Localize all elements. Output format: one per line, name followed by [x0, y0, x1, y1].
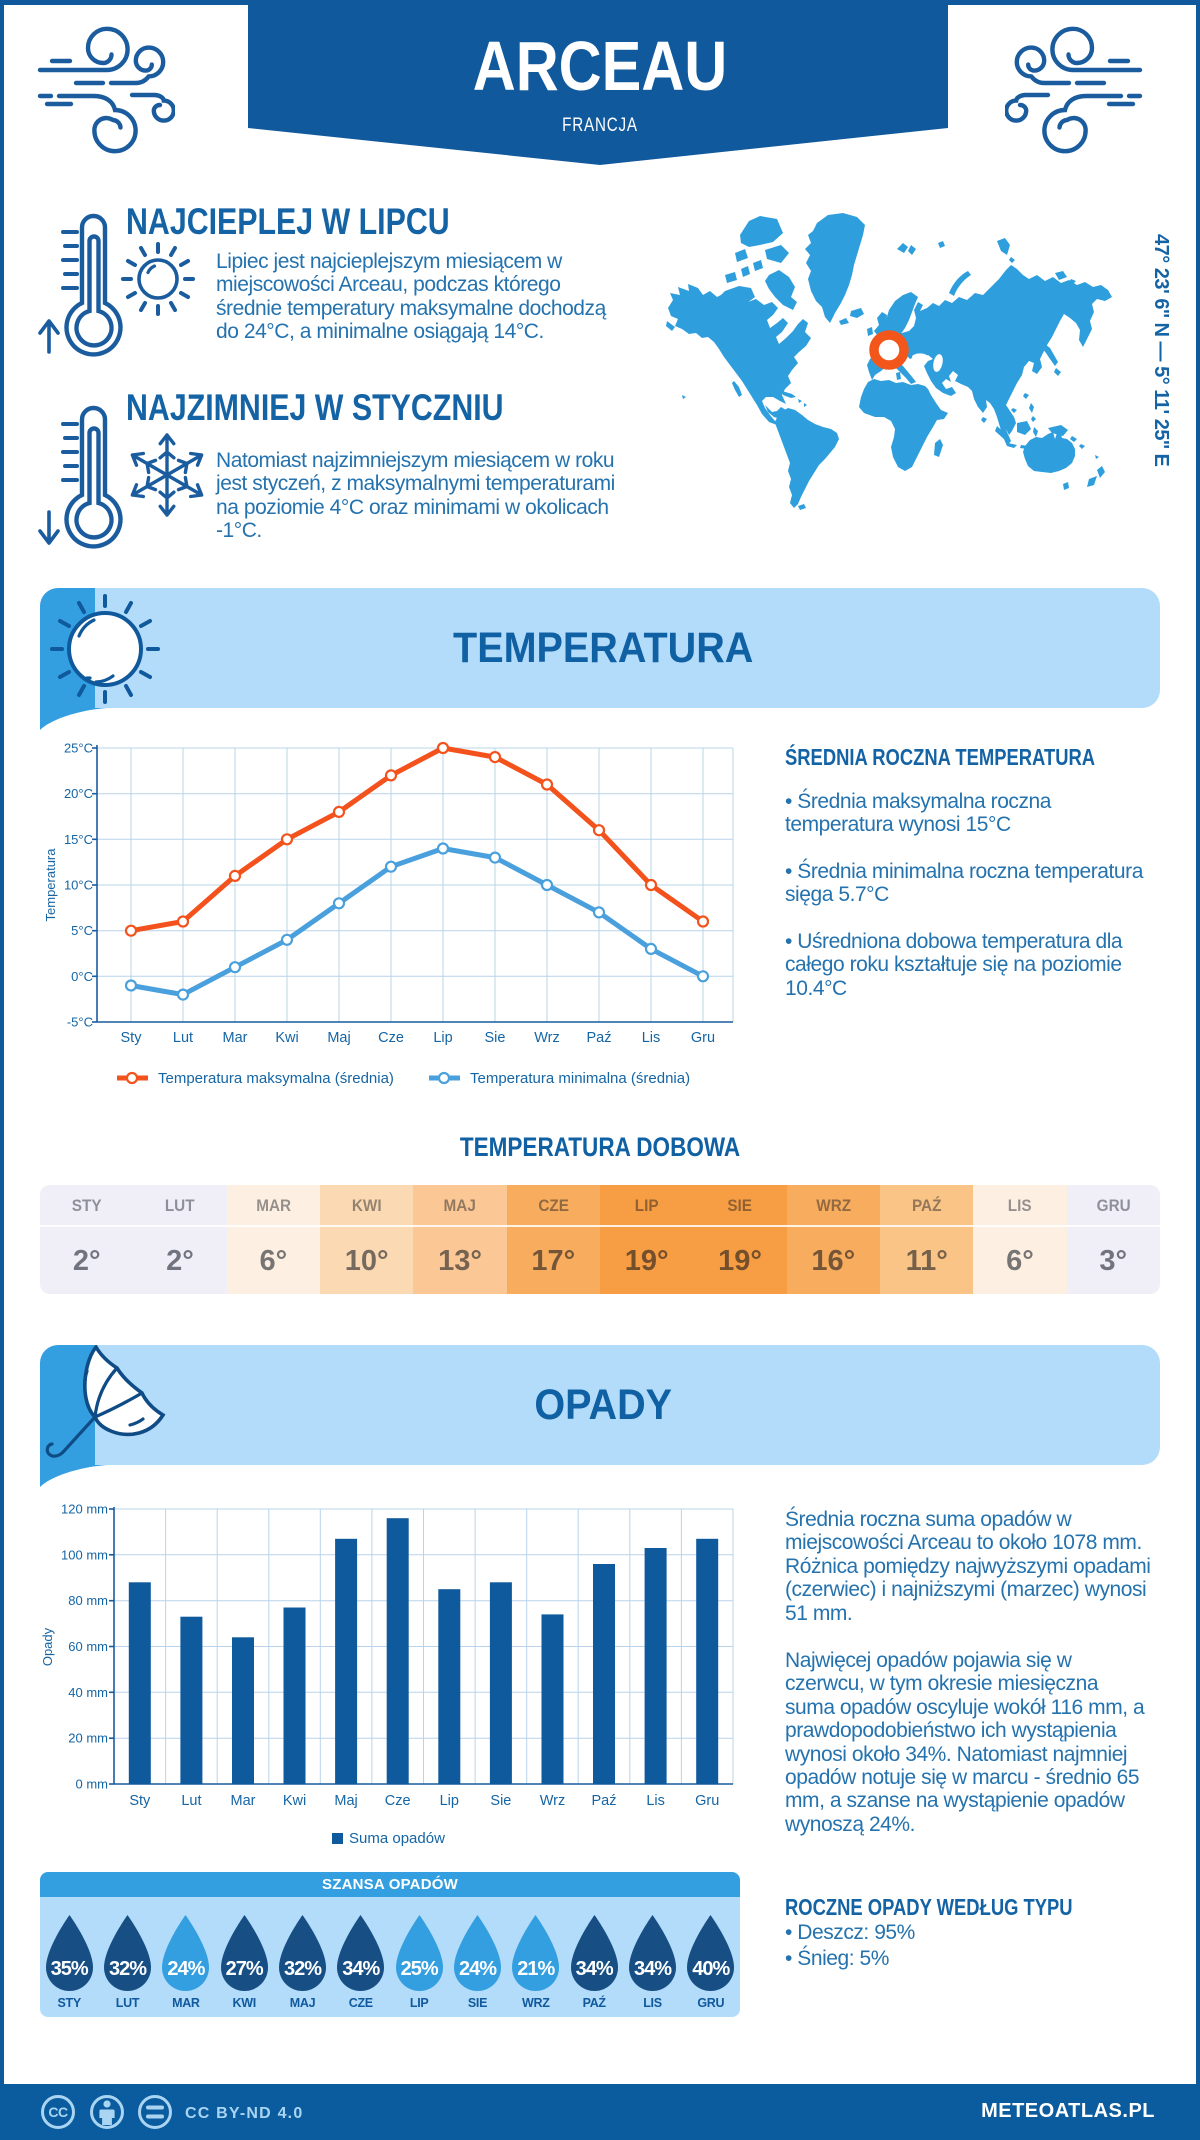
- svg-text:Lip: Lip: [433, 1030, 452, 1046]
- svg-text:Lut: Lut: [181, 1793, 201, 1809]
- svg-text:100 mm: 100 mm: [61, 1547, 108, 1562]
- svg-text:Lip: Lip: [440, 1793, 459, 1809]
- svg-text:Mar: Mar: [223, 1030, 248, 1046]
- svg-text:10°C: 10°C: [64, 878, 93, 893]
- svg-text:Temperatura maksymalna (średni: Temperatura maksymalna (średnia): [158, 1070, 394, 1087]
- svg-text:Gru: Gru: [695, 1793, 719, 1809]
- svg-text:0°C: 0°C: [71, 969, 93, 984]
- svg-text:CC BY-ND 4.0: CC BY-ND 4.0: [185, 2105, 303, 2122]
- svg-text:Sie: Sie: [490, 1793, 511, 1809]
- svg-text:20 mm: 20 mm: [68, 1731, 108, 1746]
- svg-text:Mar: Mar: [231, 1793, 256, 1809]
- svg-text:Sty: Sty: [121, 1030, 143, 1046]
- svg-text:Maj: Maj: [334, 1793, 357, 1809]
- svg-text:0 mm: 0 mm: [76, 1777, 109, 1792]
- svg-text:Opady: Opady: [40, 1627, 55, 1666]
- svg-text:60 mm: 60 mm: [68, 1639, 108, 1654]
- svg-text:CC: CC: [48, 2104, 68, 2120]
- svg-text:80 mm: 80 mm: [68, 1593, 108, 1608]
- svg-text:Sty: Sty: [129, 1793, 151, 1809]
- svg-text:5°C: 5°C: [71, 923, 93, 938]
- svg-text:FRANCJA: FRANCJA: [562, 113, 638, 135]
- svg-text:40 mm: 40 mm: [68, 1685, 108, 1700]
- svg-text:-5°C: -5°C: [67, 1015, 93, 1030]
- svg-text:Temperatura minimalna (średnia: Temperatura minimalna (średnia): [470, 1070, 690, 1087]
- svg-text:ARCEAU: ARCEAU: [473, 26, 727, 105]
- svg-text:Kwi: Kwi: [283, 1793, 306, 1809]
- svg-text:Temperatura: Temperatura: [43, 848, 58, 922]
- svg-text:Paź: Paź: [592, 1793, 617, 1809]
- svg-text:Suma opadów: Suma opadów: [349, 1830, 445, 1847]
- svg-text:Cze: Cze: [378, 1030, 404, 1046]
- svg-text:Maj: Maj: [327, 1030, 350, 1046]
- svg-text:Lut: Lut: [173, 1030, 193, 1046]
- svg-text:25°C: 25°C: [64, 741, 93, 756]
- svg-text:Cze: Cze: [385, 1793, 411, 1809]
- svg-text:Kwi: Kwi: [275, 1030, 298, 1046]
- svg-text:Paź: Paź: [587, 1030, 612, 1046]
- svg-text:Wrz: Wrz: [534, 1030, 560, 1046]
- svg-text:20°C: 20°C: [64, 786, 93, 801]
- svg-text:120 mm: 120 mm: [61, 1502, 108, 1517]
- svg-text:Wrz: Wrz: [540, 1793, 566, 1809]
- svg-text:Lis: Lis: [642, 1030, 661, 1046]
- svg-text:15°C: 15°C: [64, 832, 93, 847]
- svg-text:Gru: Gru: [691, 1030, 715, 1046]
- svg-text:Sie: Sie: [485, 1030, 506, 1046]
- svg-text:Lis: Lis: [646, 1793, 665, 1809]
